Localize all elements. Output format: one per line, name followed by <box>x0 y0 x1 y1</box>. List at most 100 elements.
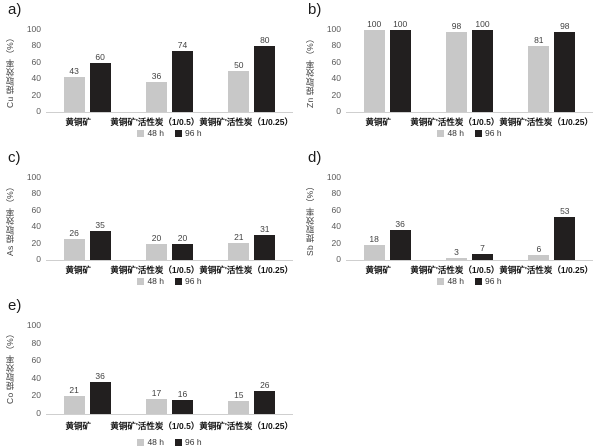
bar-48h: 36 <box>145 71 167 112</box>
category-label: 黄铜矿'活性炭（1/0.25） <box>499 117 593 127</box>
bar-48h: 18 <box>363 234 385 260</box>
legend: 48 h 96 h <box>346 276 593 286</box>
y-tick-label: 20 <box>331 89 341 100</box>
legend-item: 96 h <box>175 128 202 138</box>
bar-group: 21 36 <box>46 326 128 414</box>
y-tick-label: 40 <box>31 372 41 383</box>
panel-letter: d) <box>308 149 322 166</box>
y-tick-label: 40 <box>331 73 341 84</box>
category-label: 黄铜矿'活性炭（1/0.25） <box>499 265 593 275</box>
bar-96h: 7 <box>471 243 493 260</box>
bar-48h: 21 <box>63 385 85 414</box>
category-label: 黄铜矿'活性炭（1/0.5） <box>410 265 500 275</box>
bar-value-label: 50 <box>234 60 244 70</box>
legend-item: 48 h <box>137 276 164 286</box>
legend-swatch-icon <box>437 129 445 137</box>
chart-panel-e-co: e) Co 提取效率（%） 0 20 40 60 80 100 21 36 17 16 15 26 … <box>0 296 300 447</box>
bar-group: 15 26 <box>211 326 293 414</box>
bar-48h: 15 <box>228 390 250 414</box>
bar-96h: 100 <box>389 19 411 112</box>
bar-96h: 60 <box>89 52 111 112</box>
y-axis-ticks: 0 20 40 60 80 100 <box>300 24 341 116</box>
legend-item: 96 h <box>475 128 502 138</box>
bar-value-label: 26 <box>260 380 270 391</box>
legend-swatch-icon <box>175 129 182 137</box>
bar-value-label: 35 <box>95 220 105 231</box>
legend-swatch-icon <box>475 129 482 137</box>
legend-swatch-icon <box>175 438 182 446</box>
bar-group: 50 80 <box>211 30 293 112</box>
y-tick-label: 60 <box>31 56 41 67</box>
bar-value-label: 15 <box>234 389 244 400</box>
legend-item: 48 h <box>137 128 164 138</box>
legend-label: 96 h <box>485 128 502 138</box>
bar-group: 36 74 <box>128 30 210 112</box>
legend-swatch-icon <box>137 438 145 446</box>
y-tick-label: 80 <box>331 40 341 51</box>
bar-group: 21 31 <box>211 178 293 260</box>
legend-swatch-icon <box>437 277 445 285</box>
legend-item: 96 h <box>475 276 502 286</box>
bar-value-label: 100 <box>393 19 408 29</box>
y-tick-label: 60 <box>31 355 41 366</box>
y-axis-ticks: 0 20 40 60 80 100 <box>0 172 41 264</box>
bar-value-label: 98 <box>560 20 570 31</box>
bar-group: 43 60 <box>46 30 128 112</box>
category-label: 黄铜矿'活性炭（1/0.5） <box>110 117 200 127</box>
bar-48h: 20 <box>145 233 167 260</box>
category-label: 黄铜矿'活性炭（1/0.25） <box>199 265 293 275</box>
y-tick-label: 100 <box>326 172 341 182</box>
y-tick-label: 40 <box>31 73 41 84</box>
legend-item: 96 h <box>175 437 202 447</box>
bar-48h: 81 <box>528 35 550 112</box>
bar-96h: 80 <box>254 35 276 112</box>
panel-letter: c) <box>8 149 21 166</box>
bar-value-label: 80 <box>260 35 270 46</box>
bar-96h: 53 <box>554 206 576 260</box>
legend-swatch-icon <box>137 277 145 285</box>
y-tick-label: 80 <box>331 188 341 199</box>
y-axis-ticks: 0 20 40 60 80 100 <box>0 24 41 116</box>
legend-label: 48 h <box>147 128 164 138</box>
bar-96h: 35 <box>89 220 111 260</box>
legend-item: 96 h <box>175 276 202 286</box>
bar-value-label: 100 <box>367 19 382 29</box>
x-axis-category-labels: 黄铜矿 黄铜矿'活性炭（1/0.5） 黄铜矿'活性炭（1/0.25） <box>346 116 593 128</box>
bar-group: 100 100 <box>346 19 428 112</box>
legend-label: 96 h <box>485 276 502 286</box>
x-axis-category-labels: 黄铜矿 黄铜矿'活性炭（1/0.5） 黄铜矿'活性炭（1/0.25） <box>346 264 593 276</box>
bar-value-label: 21 <box>234 231 244 242</box>
y-tick-label: 0 <box>36 254 41 264</box>
bar-96h: 36 <box>89 371 111 414</box>
bar-value-label: 7 <box>480 243 485 254</box>
category-label: 黄铜矿'活性炭（1/0.25） <box>199 117 293 127</box>
bar-value-label: 98 <box>451 20 462 31</box>
bar-group: 81 98 <box>511 21 593 112</box>
legend-label: 96 h <box>185 437 202 447</box>
y-tick-label: 40 <box>31 221 41 232</box>
plot-area: 26 35 20 20 21 31 <box>46 178 293 261</box>
chart-panel-a-cu: a) Cu 提取效率（%） 0 20 40 60 80 100 43 60 36 74 50 80 … <box>0 0 300 148</box>
panel-letter: a) <box>8 1 22 18</box>
legend-label: 48 h <box>147 437 164 447</box>
bar-value-label: 20 <box>177 232 188 243</box>
y-tick-label: 40 <box>331 221 341 232</box>
y-axis-ticks: 0 20 40 60 80 100 <box>300 172 341 264</box>
y-tick-label: 60 <box>331 56 341 67</box>
bar-value-label: 81 <box>534 34 544 45</box>
y-tick-label: 100 <box>26 172 41 182</box>
y-tick-label: 20 <box>31 237 41 248</box>
bar-value-label: 16 <box>177 388 188 399</box>
bar-48h: 98 <box>445 21 467 112</box>
category-label: 黄铜矿'活性炭（1/0.5） <box>410 117 500 127</box>
legend: 48 h 96 h <box>46 276 293 286</box>
category-label: 黄铜矿 <box>365 117 391 127</box>
y-tick-label: 20 <box>31 89 41 100</box>
plot-area: 43 60 36 74 50 80 <box>46 30 293 113</box>
bar-48h: 17 <box>145 388 167 414</box>
legend: 48 h 96 h <box>346 128 593 138</box>
x-axis-category-labels: 黄铜矿 黄铜矿'活性炭（1/0.5） 黄铜矿'活性炭（1/0.25） <box>46 116 293 128</box>
bar-96h: 16 <box>171 389 193 414</box>
bar-value-label: 26 <box>69 227 79 238</box>
bar-96h: 36 <box>389 219 411 260</box>
